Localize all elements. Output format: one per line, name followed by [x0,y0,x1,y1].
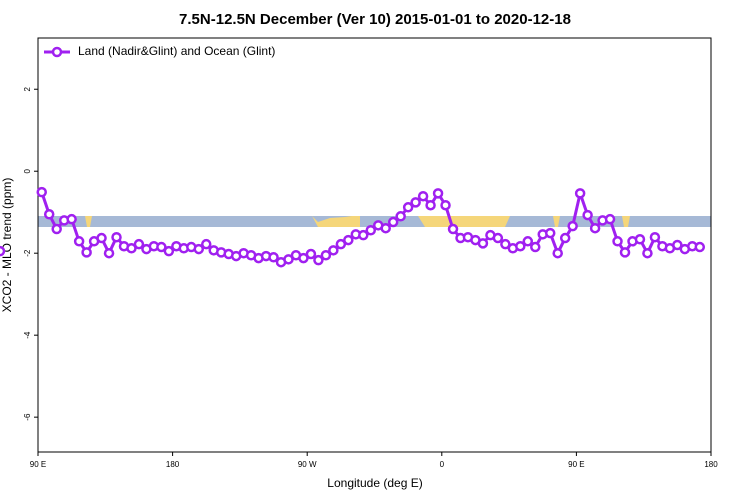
point [66,213,77,225]
point [440,199,451,211]
point [335,238,347,250]
x-tick-label: 180 [166,460,180,469]
point [126,243,137,254]
point [522,236,534,247]
point [530,241,541,253]
point [156,241,167,253]
point [365,224,377,236]
point [358,229,369,241]
point [612,236,623,247]
land [418,216,510,227]
land [312,216,360,227]
x-axis-label: Longitude (deg E) [327,476,422,490]
point [559,232,571,244]
point [343,234,354,246]
legend-marker [51,46,63,58]
point [103,247,115,259]
point [43,209,55,220]
y-tick-label: 2 [23,86,32,91]
point [515,240,526,252]
point [582,209,593,221]
y-tick-label: 0 [23,168,32,173]
x-tick-label: 90 W [298,460,317,469]
point [574,188,586,199]
point [201,238,212,250]
point [163,245,175,257]
point [425,199,436,211]
y-tick-label: -4 [23,331,32,339]
y-tick-label: -2 [23,249,32,257]
point [51,223,62,235]
land [622,216,630,227]
ocean-band [38,216,711,227]
point [283,254,294,265]
point [634,234,646,245]
point [672,239,683,251]
point [642,247,653,259]
point [417,190,429,202]
y-tick-label: -6 [23,413,32,421]
point [133,238,145,250]
point [694,241,706,253]
point [305,248,317,260]
x-tick-label: 90 E [30,460,46,469]
y-axis-label: XCO2 - MLO trend (ppm) [0,178,14,313]
point [387,216,399,228]
point [402,202,414,213]
point [544,227,556,239]
legend-label: Land (Nadir&Glint) and Ocean (Glint) [78,44,275,58]
point [567,220,578,232]
point [589,222,601,234]
point [395,211,406,222]
point [447,223,459,235]
point [619,247,631,258]
point [81,247,92,258]
point [320,249,332,261]
plot-frame [37,37,712,453]
point [604,213,616,225]
point [328,245,339,256]
point [552,247,563,259]
land [553,216,560,227]
point [410,197,421,208]
chart-title: 7.5N-12.5N December (Ver 10) 2015-01-01 … [179,11,571,28]
point [313,254,324,266]
point [73,236,85,247]
x-tick-label: 90 E [568,460,584,469]
point [380,222,391,234]
point [649,231,661,243]
point [96,232,107,244]
map-band [38,216,711,227]
x-tick-label: 0 [440,460,445,469]
point [193,243,205,255]
point [36,186,47,198]
point [111,231,122,243]
point [0,245,6,257]
land [85,216,92,227]
point [492,232,504,244]
point [268,252,279,263]
x-tick-label: 180 [704,460,718,469]
point [477,238,489,249]
point [432,188,444,199]
point [298,252,309,264]
point [500,238,511,250]
